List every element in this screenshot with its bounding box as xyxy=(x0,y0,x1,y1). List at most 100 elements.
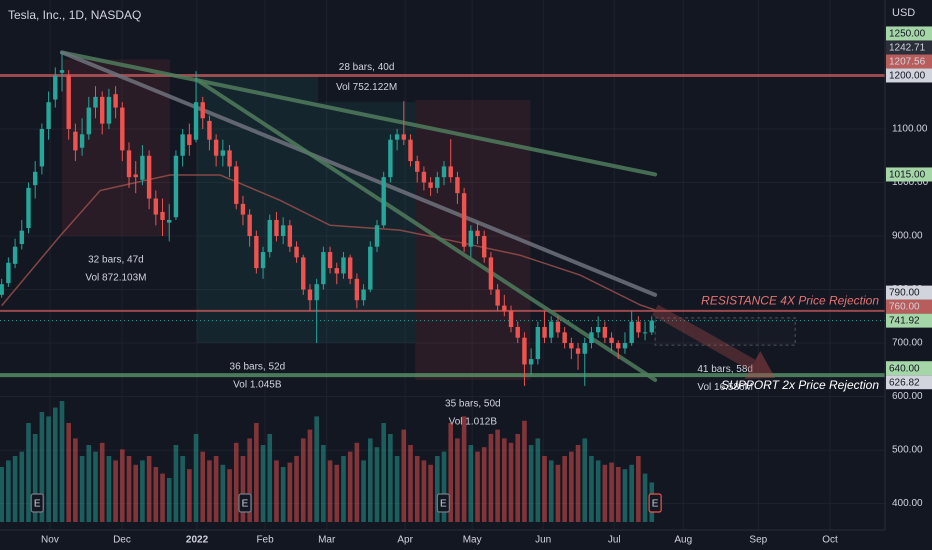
x-tick-label: May xyxy=(463,535,482,546)
candle-body xyxy=(213,139,219,156)
candle-body xyxy=(347,257,353,279)
volume-bar xyxy=(481,447,487,522)
volume-bar xyxy=(79,456,85,522)
price-tag-label: 1015.00 xyxy=(889,170,926,181)
x-tick-label: Apr xyxy=(397,535,413,546)
candle-body xyxy=(401,134,406,140)
measure-label: 28 bars, 40d xyxy=(339,62,395,73)
candle-body xyxy=(455,177,460,194)
candle-body xyxy=(86,107,92,135)
volume-bar xyxy=(52,407,58,522)
candle-body xyxy=(334,268,339,274)
volume-bar xyxy=(280,467,286,522)
volume-bar xyxy=(535,438,541,522)
candle-body xyxy=(280,225,286,237)
volume-bar xyxy=(401,429,407,522)
x-tick-label: Jul xyxy=(608,535,621,546)
candle-body xyxy=(354,278,360,301)
volume-bar xyxy=(66,423,71,522)
candle-body xyxy=(435,177,440,188)
volume-bar xyxy=(233,442,239,522)
candle-body xyxy=(408,139,413,162)
candle-body xyxy=(53,75,58,100)
volume-bar xyxy=(582,438,588,522)
candle-body xyxy=(307,289,313,301)
candle-body xyxy=(528,359,534,365)
volume-bar xyxy=(73,438,78,522)
volume-bar xyxy=(408,445,413,522)
volume-bar xyxy=(200,451,206,522)
volume-bar xyxy=(435,456,440,522)
x-tick-label: Jun xyxy=(535,535,551,546)
candle-body xyxy=(93,96,98,108)
x-tick-label: Feb xyxy=(256,535,274,546)
candle-body xyxy=(59,70,65,73)
volume-bar xyxy=(321,445,326,522)
candle-body xyxy=(388,139,393,178)
volume-bar xyxy=(187,469,192,522)
candle-body xyxy=(475,230,480,237)
candle-body xyxy=(73,131,78,151)
candle-body xyxy=(488,257,494,290)
candle-body xyxy=(381,177,386,226)
price-tag xyxy=(886,68,932,83)
candle-body xyxy=(461,193,467,247)
y-tick-label: 400.00 xyxy=(892,498,923,509)
volume-bar xyxy=(327,460,333,522)
event-label: E xyxy=(34,499,41,510)
volume-bar xyxy=(19,451,25,522)
price-tag-label: 741.92 xyxy=(889,316,920,327)
candle-body xyxy=(508,310,514,327)
x-tick-label: Nov xyxy=(41,535,59,546)
price-tag xyxy=(886,285,932,300)
volume-bar xyxy=(388,434,393,522)
candle-body xyxy=(642,332,648,334)
candle-body xyxy=(562,332,567,344)
price-axis xyxy=(885,0,932,550)
chart-title: Tesla, Inc., 1D, NASDAQ xyxy=(8,8,141,22)
candle-body xyxy=(32,171,38,186)
candle-body xyxy=(6,262,11,284)
volume-bar xyxy=(421,460,427,522)
candle-body xyxy=(187,134,192,146)
volume-bar xyxy=(595,460,601,522)
candle-body xyxy=(301,257,306,290)
volume-bar xyxy=(12,456,18,522)
volume-bar xyxy=(361,460,366,522)
candle-body xyxy=(19,230,24,245)
volume-bar xyxy=(414,456,420,522)
volume-bar xyxy=(548,460,554,522)
candle-body xyxy=(421,171,427,183)
price-tag xyxy=(886,361,932,376)
volume-bar xyxy=(508,442,514,522)
volume-bar xyxy=(146,456,152,522)
candle-body xyxy=(287,225,293,247)
candle-body xyxy=(549,321,554,338)
measure-box xyxy=(318,102,416,344)
volume-bar xyxy=(488,434,494,522)
candle-body xyxy=(394,134,400,140)
candle-body xyxy=(609,337,614,344)
volume-bar xyxy=(247,438,252,522)
volume-bar xyxy=(207,460,212,522)
candle-body xyxy=(173,155,179,218)
price-tag-label: 640.00 xyxy=(889,363,920,374)
candle-body xyxy=(274,219,279,237)
x-tick-label: Aug xyxy=(674,535,692,546)
currency-label: USD xyxy=(892,7,915,19)
price-tag xyxy=(886,26,932,41)
volume-bar xyxy=(354,442,360,522)
price-tag-label: 626.82 xyxy=(889,377,920,388)
candle-body xyxy=(636,321,641,333)
volume-bar xyxy=(113,460,118,522)
candle-body xyxy=(602,326,608,338)
volume-bar xyxy=(274,460,279,522)
event-marker xyxy=(238,493,252,513)
measure-label: 35 bars, 50d xyxy=(445,399,501,410)
price-tag-label: 1250.00 xyxy=(889,29,926,40)
candle-body xyxy=(140,155,145,180)
x-tick-label: Sep xyxy=(749,535,767,546)
volume-bar xyxy=(347,451,353,522)
candle-body xyxy=(126,150,132,178)
measure-label: Vol 752.122M xyxy=(336,82,397,93)
